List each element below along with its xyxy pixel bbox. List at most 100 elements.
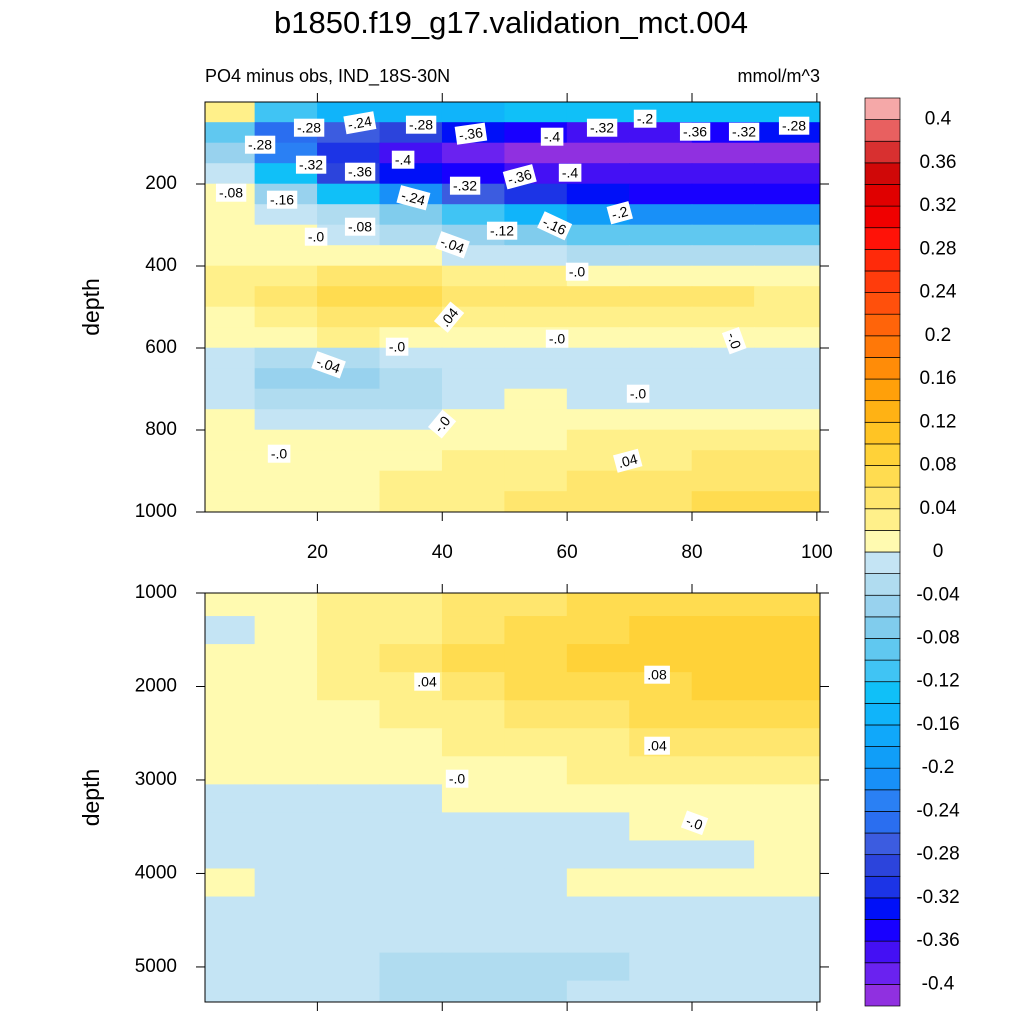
contour-label-text: -.32 — [299, 157, 323, 173]
contour-label: -.28 — [293, 118, 325, 137]
contour-cell — [379, 924, 443, 954]
colorbar-box — [864, 616, 901, 639]
contour-cell — [629, 756, 693, 785]
contour-cell — [254, 700, 318, 729]
colorbar-label: 0.16 — [920, 368, 957, 389]
contour-label-bg — [295, 155, 327, 174]
contour-cell — [504, 980, 568, 1003]
contour-cell — [566, 952, 630, 982]
contour-cell — [629, 616, 693, 645]
contour-label-bg — [445, 769, 469, 788]
x-tick-label: 60 — [557, 542, 578, 563]
contour-cell — [441, 450, 505, 472]
contour-label-bg — [644, 736, 670, 755]
contour-cell — [754, 142, 821, 164]
contour-cell — [441, 347, 505, 369]
contour-label: -.0 — [267, 444, 291, 463]
contour-cell — [254, 347, 318, 369]
contour-cell — [379, 245, 443, 267]
contour-cell — [254, 327, 318, 349]
contour-cell — [254, 592, 318, 617]
contour-cell — [691, 204, 755, 226]
contour-cell — [566, 368, 630, 390]
contour-cell — [754, 868, 821, 898]
contour-cell — [317, 952, 381, 982]
contour-label-text: -.28 — [248, 137, 272, 153]
contour-cell — [317, 840, 381, 870]
contour-label-text: .04 — [647, 738, 667, 754]
contour-cell — [754, 700, 821, 729]
contour-label-text: -.04 — [438, 233, 466, 256]
colorbar-box — [864, 530, 901, 553]
contour-label-text: -.2 — [610, 203, 630, 223]
colorbar-label: 0.36 — [920, 152, 957, 173]
colorbar-box — [864, 854, 901, 877]
colorbar-box — [864, 897, 901, 920]
contour-cell — [566, 700, 630, 729]
contour-cell — [691, 224, 755, 246]
contour-cell — [629, 306, 693, 328]
contour-label-bg — [414, 672, 440, 691]
contour-label: -.0 — [680, 810, 709, 836]
contour-cell — [379, 812, 443, 842]
contour-cell — [317, 183, 381, 205]
contour-cell — [629, 980, 693, 1003]
contour-label: -.24 — [343, 111, 377, 135]
contour-cell — [317, 388, 381, 410]
colorbar-box — [864, 919, 901, 942]
contour-cell — [754, 347, 821, 369]
contour-cell — [754, 896, 821, 926]
contour-cell — [441, 980, 505, 1003]
contour-cell — [379, 952, 443, 982]
contour-label-bg — [565, 262, 589, 281]
contour-cell — [754, 450, 821, 472]
contour-cell — [254, 672, 318, 701]
contour-label: -.4 — [540, 127, 564, 146]
contour-cell — [317, 265, 381, 287]
colorbar-label: -0.04 — [916, 584, 960, 605]
contour-label-text: -.28 — [409, 117, 433, 133]
contour-cell — [629, 265, 693, 287]
contour-cell — [691, 644, 755, 673]
contour-label-bg — [385, 337, 409, 356]
contour-cell — [254, 896, 318, 926]
contour-cell — [504, 784, 568, 813]
contour-label-text: -.2 — [637, 111, 654, 127]
contour-cell — [754, 644, 821, 673]
contour-label-text: -.32 — [453, 178, 477, 194]
contour-label-bg — [343, 111, 377, 135]
contour-label-text: -.36 — [348, 164, 372, 180]
contour-cell — [441, 728, 505, 757]
contour-label-text: -.4 — [562, 165, 579, 181]
contour-label-bg — [613, 448, 643, 473]
contour-cell — [204, 784, 256, 813]
contour-cell — [317, 286, 381, 308]
contour-label: -.0 — [626, 384, 650, 403]
contour-cell — [691, 616, 755, 645]
contour-cell — [504, 756, 568, 785]
contour-cell — [254, 286, 318, 308]
contour-cell — [754, 616, 821, 645]
colorbar-box — [864, 573, 901, 596]
contour-cell — [691, 868, 755, 898]
contour-cell — [204, 756, 256, 785]
contour-cell — [254, 368, 318, 390]
contour-cell — [629, 429, 693, 451]
contour-label-text: -.04 — [314, 353, 342, 376]
contour-label-bg — [215, 183, 247, 202]
contour-cell — [204, 672, 256, 701]
contour-cell — [629, 163, 693, 185]
contour-cell — [379, 429, 443, 451]
contour-label: -.28 — [405, 115, 437, 134]
contour-cell — [754, 784, 821, 813]
contour-label-text: -.0 — [684, 812, 705, 833]
contour-cell — [254, 980, 318, 1003]
contour-cell — [691, 183, 755, 205]
contour-cell — [566, 812, 630, 842]
contour-cell — [504, 470, 568, 492]
contour-cell — [566, 616, 630, 645]
contour-label: -.4 — [558, 163, 582, 182]
contour-cell — [204, 450, 256, 472]
contour-cell — [754, 204, 821, 226]
contour-label-text: -.24 — [400, 187, 428, 209]
